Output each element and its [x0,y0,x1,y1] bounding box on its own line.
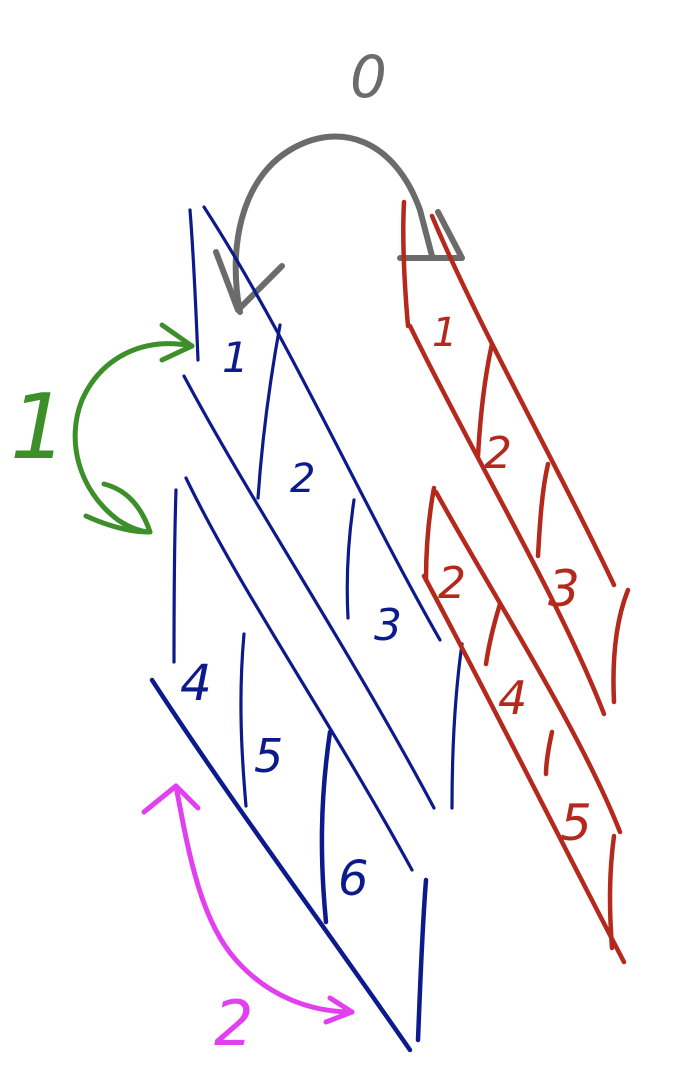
red-strip-label-2b: 2 [438,558,466,609]
blue-vertical-5 [239,632,248,808]
blue-vertical-4 [172,488,178,664]
red-strip-label-2: 2 [484,428,512,479]
red-diagonal-1 [429,213,617,588]
green-curved-arrow [72,341,195,535]
red-vertical-5 [423,485,437,583]
blue-diagonal-4 [149,677,413,1053]
top-zero-label: 0 [350,43,387,111]
red-vertical-2 [475,341,495,459]
red-strips: 1 2 3 2 4 5 [400,199,631,965]
red-diagonal-3 [433,489,623,835]
red-strip-label-4: 4 [498,671,527,725]
pink-two-label: 2 [214,987,253,1060]
green-arrowhead-top [159,322,195,363]
red-strip-label-3: 3 [548,560,580,618]
pink-group: 2 [141,783,355,1060]
green-one-label: 1 [10,375,67,480]
gray-four-mark [397,209,465,261]
red-vertical-3 [535,461,551,559]
blue-strip-label-4: 4 [180,654,212,712]
red-vertical-1 [400,199,411,329]
red-diagonal-2 [407,323,607,717]
blue-vertical-6 [450,642,464,810]
blue-vertical-3 [345,498,356,620]
blue-diagonal-1 [202,205,442,642]
red-strip-label-5: 5 [560,794,592,852]
green-arrowhead-bottom [83,481,153,535]
pink-arrowhead-top [141,783,201,815]
gray-arc [232,133,435,315]
blue-vertical-8 [415,877,429,1043]
gray-group: 0 [213,43,465,315]
blue-strip-label-1: 1 [222,333,249,382]
pink-curved-arrow [173,783,355,1015]
blue-strip-label-2: 2 [290,456,315,502]
blue-strip-label-3: 3 [374,600,402,651]
gray-v-mark [213,249,285,313]
green-group: 1 [10,322,195,535]
blue-strip-label-6: 6 [338,851,369,907]
pink-arrowhead-bottom [323,995,355,1025]
red-diagonal-4 [421,573,627,965]
red-vertical-4 [611,587,631,705]
red-vertical-8 [607,833,617,951]
blue-strip-label-5: 5 [254,729,283,783]
blue-strips: 1 2 3 4 5 6 [149,205,464,1053]
blue-vertical-7 [319,729,333,925]
red-vertical-7 [543,729,555,777]
blue-vertical-2 [256,323,282,500]
red-strip-label-1: 1 [432,310,457,356]
blue-diagonal-2 [182,374,436,810]
red-vertical-6 [483,601,503,667]
blue-diagonal-3 [184,476,414,872]
blue-vertical-1 [188,208,200,362]
